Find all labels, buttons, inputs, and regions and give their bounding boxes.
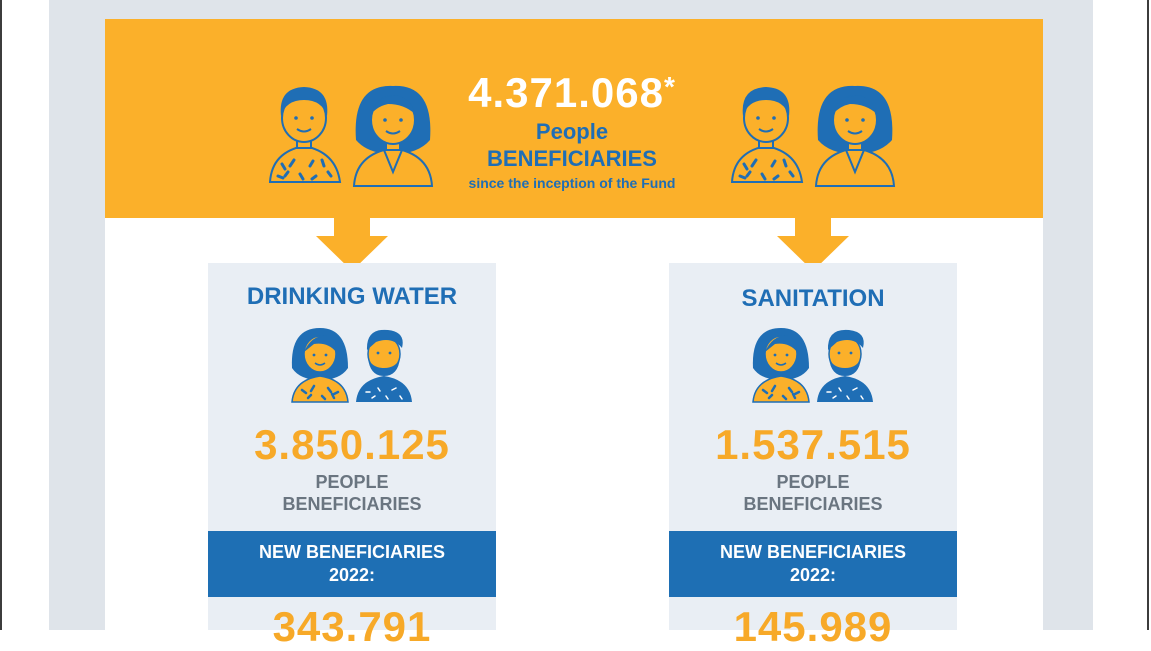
person-pair-icon <box>268 84 433 187</box>
card-value: 1.537.515 <box>715 421 911 468</box>
total-beneficiaries-value: 4.371.068* <box>468 69 676 116</box>
card-title: SANITATION <box>741 285 885 312</box>
card-caption: PEOPLE BENEFICIARIES <box>743 472 883 514</box>
person-pair-icon <box>751 326 874 404</box>
down-arrow-icon <box>777 218 849 271</box>
banner-beneficiaries-label: BENEFICIARIES <box>487 146 657 171</box>
card-caption: PEOPLE BENEFICIARIES <box>282 472 422 514</box>
page-edge-right <box>1147 0 1149 630</box>
banner-people-label: People <box>535 119 609 144</box>
page-edge-left <box>0 0 2 630</box>
card-title: DRINKING WATER <box>246 283 458 310</box>
banner-text: 4.371.068* People BENEFICIARIES since th… <box>440 68 704 194</box>
card-value: 3.850.125 <box>254 421 450 468</box>
sanitation-card: SANITATION 1.537.515 PEOPLE BENEFICIARIE… <box>669 263 957 650</box>
new-beneficiaries-label: NEW BENEFICIARIES 2022: <box>208 531 496 597</box>
new-beneficiaries-label: NEW BENEFICIARIES 2022: <box>669 531 957 597</box>
person-pair-icon <box>730 84 895 187</box>
banner-subtitle: since the inception of the Fund <box>468 175 676 191</box>
person-pair-icon <box>290 326 413 404</box>
drinking-water-card: DRINKING WATER 3.850.125 PEOPLE BENEFICI… <box>208 263 496 650</box>
new-beneficiaries-value: 145.989 <box>733 603 893 650</box>
new-beneficiaries-value: 343.791 <box>272 603 432 650</box>
down-arrow-icon <box>316 218 388 271</box>
